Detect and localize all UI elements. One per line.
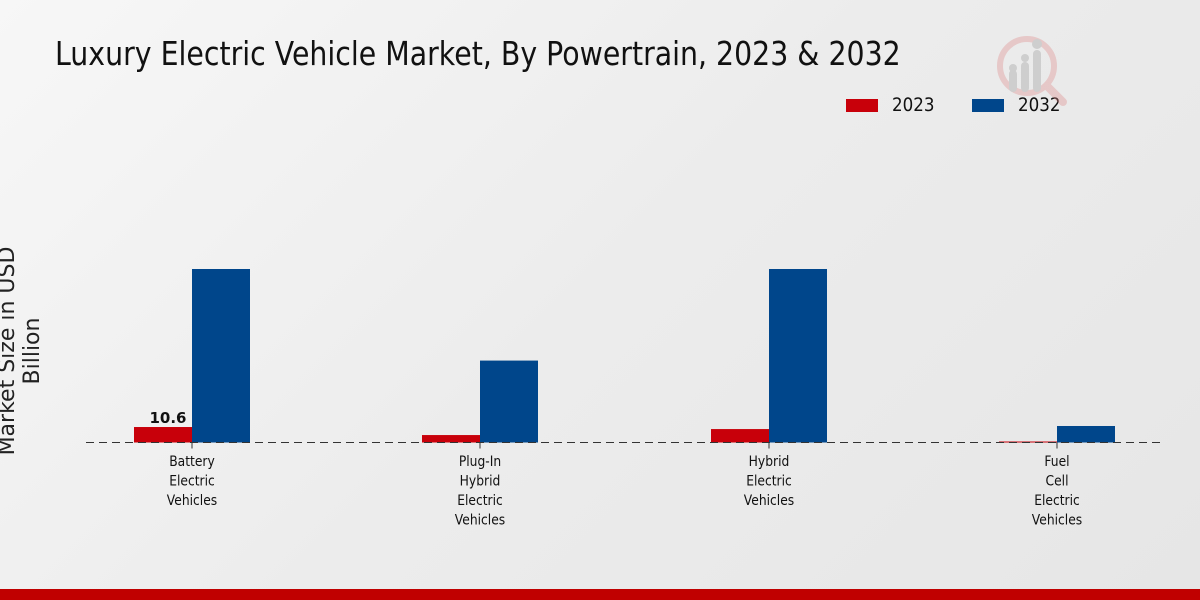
x-tick-label: Fuel [1044, 454, 1069, 470]
legend: 2023 2032 [846, 94, 1099, 116]
x-tick-label: Hybrid [460, 474, 501, 490]
x-tick-label: Vehicles [167, 493, 218, 509]
bar-2032-1 [480, 360, 538, 443]
legend-item-2032: 2032 [972, 94, 1066, 116]
bar-2032-3 [1057, 425, 1115, 443]
legend-item-2023: 2023 [846, 94, 940, 116]
legend-label-2023: 2023 [892, 94, 935, 116]
x-tick-label: Vehicles [455, 513, 506, 529]
x-tick-label: Cell [1045, 474, 1068, 490]
x-tick-label: Electric [457, 493, 503, 509]
watermark-logo-icon [993, 30, 1073, 110]
x-tick-label: Vehicles [1032, 513, 1083, 529]
chart-title: Luxury Electric Vehicle Market, By Power… [55, 34, 901, 73]
x-tick-label: Electric [746, 474, 792, 490]
legend-swatch-2032 [972, 98, 1005, 112]
bar-2023-1 [422, 435, 480, 443]
x-tick-label: Hybrid [749, 454, 790, 470]
x-tick-label: Vehicles [744, 493, 795, 509]
legend-label-2032: 2032 [1018, 94, 1061, 116]
bar-2032-2 [769, 269, 827, 443]
x-tick-label: Battery [169, 454, 215, 470]
x-tick-label: Plug-In [459, 454, 501, 470]
x-tick-label: Electric [1034, 493, 1080, 509]
data-label: 10.6 [149, 409, 186, 427]
bar-2032-0 [192, 269, 250, 443]
bar-2023-2 [711, 429, 769, 443]
footer-bar [0, 589, 1200, 600]
bar-2023-0 [134, 427, 192, 443]
x-tick-label: Electric [169, 474, 215, 490]
legend-swatch-2023 [846, 98, 878, 112]
